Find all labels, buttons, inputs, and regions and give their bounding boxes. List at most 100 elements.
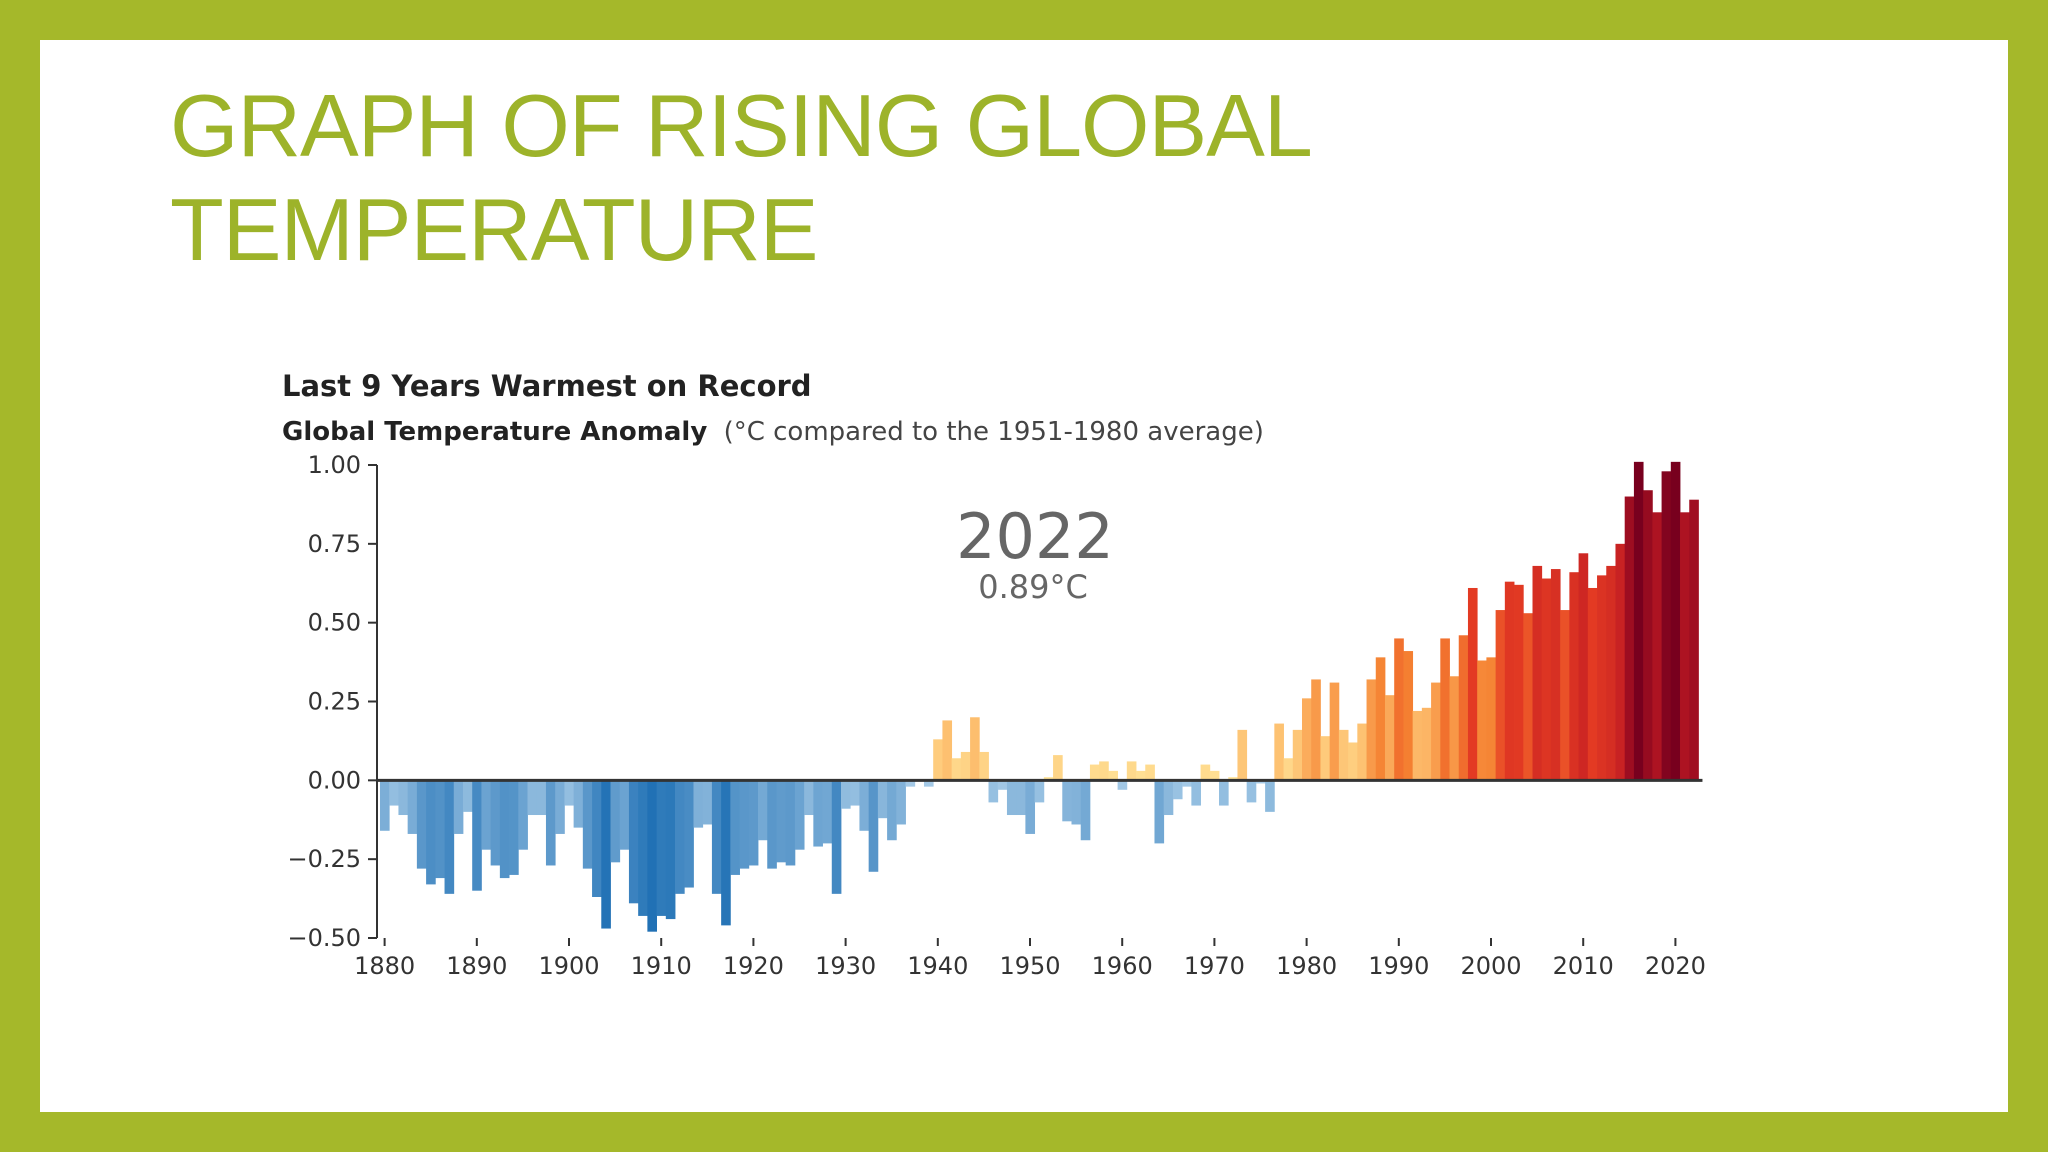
bar-1936 [896,780,906,825]
bar-1943 [960,751,971,781]
bar-2005 [1532,565,1543,781]
bar-1995 [1440,638,1450,781]
bar-1905 [610,780,621,863]
x-tick-label: 1940 [907,952,968,980]
bar-1935 [887,780,897,841]
bar-1952 [1043,777,1054,781]
bar-1957 [1089,764,1100,781]
bar-1973 [1237,729,1248,781]
bar-1907 [628,780,639,904]
bar-2017 [1643,490,1653,781]
chart-subtitle-rest: (°C compared to the 1951-1980 average) [724,417,1264,447]
bar-1900 [564,780,575,806]
bar-1915 [702,780,713,825]
bar-1947 [997,780,1008,790]
bar-2007 [1550,569,1561,781]
bar-1950 [1025,780,1036,834]
bar-1897 [536,780,547,816]
bar-1955 [1071,780,1082,825]
bar-1946 [988,780,999,803]
bar-1981 [1311,679,1321,781]
bar-1985 [1348,742,1358,781]
bar-1989 [1384,695,1395,781]
x-tick-label: 2000 [1460,952,1521,980]
bar-1899 [555,780,565,834]
bar-2012 [1597,575,1607,781]
bar-1939 [923,780,934,787]
x-tick-label: 1880 [354,952,415,980]
bar-1892 [490,780,501,866]
bar-1895 [518,780,528,850]
bar-2014 [1615,543,1626,781]
bar-1886 [435,780,445,879]
bar-1974 [1246,780,1257,803]
bar-1912 [675,780,685,894]
bar-1888 [453,780,464,834]
bar-1972 [1228,777,1238,781]
bar-1999 [1477,660,1487,781]
bar-1961 [1126,761,1137,781]
bar-1896 [527,780,538,816]
bar-1891 [481,780,492,850]
y-tick-label: −0.25 [287,845,361,873]
bar-2013 [1606,565,1616,781]
x-tick-label: 1920 [723,952,784,980]
x-tick-label: 2010 [1553,952,1614,980]
x-tick-label: 1950 [999,952,1060,980]
bar-2015 [1624,496,1635,781]
bar-1991 [1403,651,1414,781]
bar-2004 [1523,613,1533,781]
bar-1930 [841,780,851,809]
bar-2022 [1689,499,1699,781]
bar-2000 [1486,657,1497,781]
bar-1986 [1357,723,1367,781]
bar-1923 [776,780,787,863]
bar-1966 [1172,780,1183,800]
bar-1901 [573,780,584,828]
bar-2018 [1652,512,1662,781]
x-tick-label: 1900 [538,952,599,980]
bar-1926 [804,780,814,816]
bar-1940 [933,739,943,781]
bar-1898 [545,780,556,866]
bar-1990 [1394,638,1404,781]
bar-1997 [1458,635,1469,781]
bar-1976 [1265,780,1275,812]
bar-1971 [1219,780,1229,806]
bar-2009 [1569,572,1579,781]
bar-1956 [1080,780,1091,841]
bar-2006 [1541,578,1552,781]
bar-2002 [1504,581,1515,781]
x-tick-label: 1910 [631,952,692,980]
x-tick-label: 1980 [1276,952,1337,980]
bar-1960 [1117,780,1128,790]
bar-1893 [499,780,510,879]
bar-1949 [1016,780,1026,816]
bar-1980 [1302,698,1312,781]
bar-1929 [831,780,842,894]
bar-1904 [601,780,611,929]
bar-1953 [1053,755,1063,781]
y-tick-label: 0.00 [308,766,361,794]
bar-1948 [1006,780,1017,816]
bar-2011 [1587,587,1598,781]
bar-1983 [1329,682,1340,781]
bar-1977 [1274,723,1284,781]
bar-1958 [1099,761,1109,781]
annotation-year: 2022 [956,500,1114,573]
bar-1979 [1292,729,1303,781]
bar-1928 [822,780,833,844]
bar-1984 [1338,729,1349,781]
bar-1944 [970,717,980,781]
bar-1909 [647,780,657,932]
bar-2008 [1560,610,1570,781]
bar-1881 [389,780,399,806]
bar-1921 [758,780,768,841]
x-tick-label: 2020 [1645,952,1706,980]
bar-1992 [1412,710,1423,781]
y-tick-label: 0.75 [308,530,361,558]
bar-1994 [1431,682,1441,781]
chart-subtitle: Global Temperature Anomaly (°C compared … [282,417,1264,447]
y-tick-label: −0.50 [287,924,361,952]
bar-1959 [1108,770,1118,781]
